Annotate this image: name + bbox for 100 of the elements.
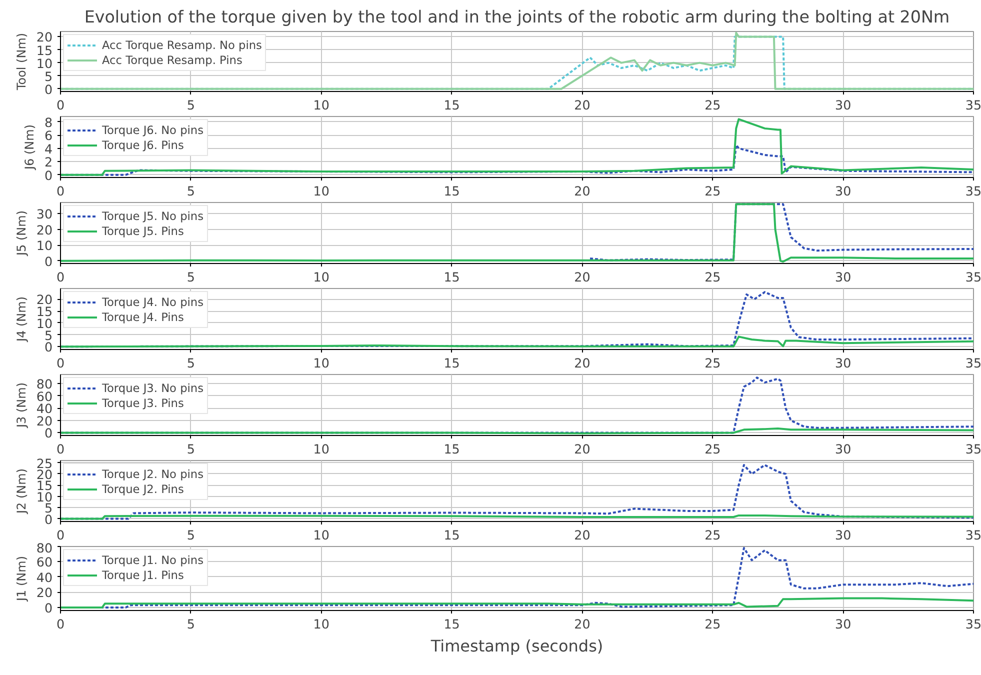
y-tick-label: 10 bbox=[36, 56, 53, 71]
x-tick-label: 20 bbox=[574, 98, 590, 112]
x-tick-label: 0 bbox=[56, 184, 65, 198]
x-tick-label: 20 bbox=[574, 184, 590, 198]
x-tick-label: 0 bbox=[56, 356, 65, 370]
legend-label: Torque J5. No pins bbox=[102, 209, 204, 223]
legend-label: Torque J1. Pins bbox=[102, 568, 184, 582]
x-tick-label: 25 bbox=[704, 442, 721, 456]
x-tick-label: 30 bbox=[835, 442, 852, 456]
x-tick-label: 30 bbox=[835, 98, 852, 112]
x-tick-label: 30 bbox=[835, 270, 852, 284]
y-tick-label: 20 bbox=[36, 585, 53, 600]
y-axis-title: J1 (Nm) bbox=[14, 556, 28, 602]
x-tick-label: 0 bbox=[56, 270, 65, 284]
x-tick-label: 10 bbox=[313, 356, 330, 370]
y-tick-label: 8 bbox=[44, 114, 53, 130]
x-tick-label: 15 bbox=[444, 356, 460, 370]
y-tick-label: 60 bbox=[36, 554, 53, 570]
x-tick-label: 35 bbox=[965, 270, 981, 284]
y-axis-title: J5 (Nm) bbox=[14, 210, 28, 257]
x-tick-label: 25 bbox=[704, 356, 721, 370]
x-tick-label: 15 bbox=[444, 616, 460, 632]
x-tick-label: 10 bbox=[313, 98, 330, 112]
y-tick-label: 20 bbox=[36, 222, 53, 238]
y-tick-label: 40 bbox=[36, 570, 53, 585]
x-tick-label: 10 bbox=[313, 442, 330, 456]
x-tick-label: 30 bbox=[835, 356, 852, 370]
x-tick-label: 25 bbox=[704, 616, 721, 632]
legend-label: Torque J4. No pins bbox=[102, 295, 204, 309]
x-tick-label: 15 bbox=[444, 270, 460, 284]
y-tick-label: 20 bbox=[36, 30, 53, 45]
legend-label: Torque J3. No pins bbox=[102, 381, 204, 395]
x-tick-label: 35 bbox=[965, 356, 981, 370]
x-tick-label: 20 bbox=[574, 356, 590, 370]
y-tick-label: 4 bbox=[44, 141, 53, 156]
legend-label: Torque J6. Pins bbox=[102, 138, 184, 152]
x-axis-title: Timestamp (seconds) bbox=[430, 636, 604, 656]
legend-label: Acc Torque Resamp. No pins bbox=[102, 38, 262, 52]
x-tick-label: 35 bbox=[965, 528, 981, 542]
y-tick-label: 2 bbox=[44, 154, 53, 170]
x-tick-label: 20 bbox=[574, 270, 590, 284]
legend-label: Torque J4. Pins bbox=[102, 310, 184, 324]
x-tick-label: 20 bbox=[574, 442, 590, 456]
y-tick-label: 6 bbox=[44, 128, 53, 144]
x-tick-label: 30 bbox=[835, 616, 852, 632]
x-tick-label: 30 bbox=[835, 528, 852, 542]
x-tick-label: 5 bbox=[186, 528, 195, 542]
x-tick-label: 10 bbox=[313, 528, 330, 542]
y-tick-label: 0 bbox=[44, 254, 53, 269]
legend-label: Acc Torque Resamp. Pins bbox=[102, 53, 242, 67]
y-tick-label: 0 bbox=[44, 600, 53, 616]
x-tick-label: 20 bbox=[574, 528, 590, 542]
y-axis-title: J6 (Nm) bbox=[22, 124, 36, 171]
y-tick-label: 30 bbox=[36, 206, 53, 222]
x-tick-label: 10 bbox=[313, 270, 330, 284]
x-tick-label: 30 bbox=[835, 184, 852, 198]
y-axis-title: J3 (Nm) bbox=[14, 382, 28, 429]
y-tick-label: 10 bbox=[36, 238, 53, 254]
x-tick-label: 35 bbox=[965, 98, 981, 112]
x-tick-label: 15 bbox=[444, 528, 460, 542]
x-tick-label: 25 bbox=[704, 270, 721, 284]
legend-label: Torque J5. Pins bbox=[102, 224, 184, 238]
legend-label: Torque J2. Pins bbox=[102, 482, 184, 496]
x-tick-label: 25 bbox=[704, 528, 721, 542]
chart-title: Evolution of the torque given by the tool and in the joints of the robotic arm during the bolting at 20Nm bbox=[84, 8, 950, 26]
y-tick-label: 0 bbox=[44, 82, 53, 97]
y-tick-label: 15 bbox=[36, 42, 53, 58]
y-tick-label: 80 bbox=[36, 540, 53, 556]
x-tick-label: 5 bbox=[186, 616, 195, 632]
legend-label: Torque J3. Pins bbox=[102, 396, 184, 410]
legend-label: Torque J1. No pins bbox=[102, 553, 204, 567]
x-tick-label: 15 bbox=[444, 184, 460, 198]
x-tick-label: 35 bbox=[965, 442, 981, 456]
line-series bbox=[60, 597, 974, 608]
x-tick-label: 5 bbox=[186, 356, 195, 370]
x-tick-label: 0 bbox=[56, 528, 65, 542]
x-tick-label: 15 bbox=[444, 98, 460, 112]
x-tick-label: 10 bbox=[313, 184, 330, 198]
x-tick-label: 0 bbox=[56, 98, 65, 112]
y-tick-label: 0 bbox=[44, 426, 53, 441]
x-tick-label: 35 bbox=[965, 184, 981, 198]
y-axis-title: J4 (Nm) bbox=[14, 296, 28, 343]
x-tick-label: 20 bbox=[574, 616, 590, 632]
x-tick-label: 0 bbox=[56, 442, 65, 456]
y-tick-label: 0 bbox=[44, 168, 53, 183]
x-tick-label: 5 bbox=[186, 270, 195, 284]
line-series bbox=[60, 203, 974, 263]
legend-label: Torque J6. No pins bbox=[102, 123, 204, 137]
x-tick-label: 5 bbox=[186, 442, 195, 456]
x-tick-label: 5 bbox=[186, 184, 195, 198]
x-tick-label: 0 bbox=[56, 616, 65, 632]
x-tick-label: 10 bbox=[313, 616, 330, 632]
x-tick-label: 25 bbox=[704, 98, 721, 112]
legend-label: Torque J2. No pins bbox=[102, 467, 204, 481]
y-tick-label: 5 bbox=[44, 68, 53, 84]
y-axis-title: Tool (Nm) bbox=[14, 32, 28, 92]
y-axis-title: J2 (Nm) bbox=[14, 468, 28, 515]
x-tick-label: 15 bbox=[444, 442, 460, 456]
x-tick-label: 25 bbox=[704, 184, 721, 198]
x-tick-label: 35 bbox=[965, 616, 981, 632]
